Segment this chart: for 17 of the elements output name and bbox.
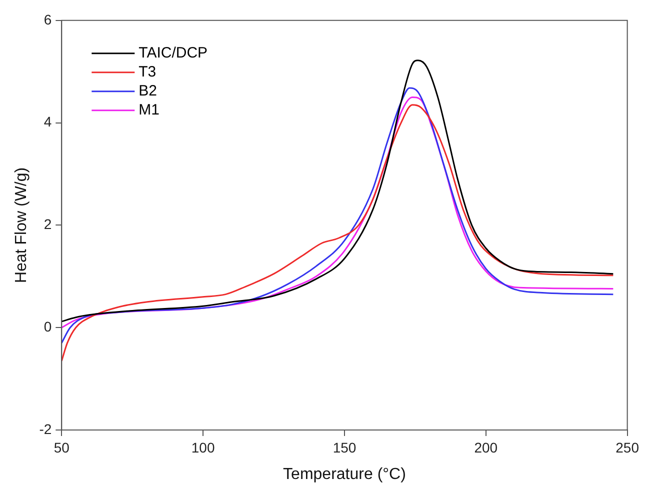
x-tick-label: 250 — [616, 439, 640, 456]
legend-label: M1 — [138, 102, 160, 119]
x-tick-label: 200 — [474, 439, 498, 456]
line-series — [62, 60, 614, 322]
y-tick-label: 0 — [44, 318, 52, 334]
y-tick-label: 4 — [44, 114, 52, 130]
x-tick-label: 50 — [54, 439, 70, 456]
x-tick-label: 100 — [191, 439, 215, 456]
legend-label: T3 — [138, 64, 156, 81]
x-axis-title: Temperature (°C) — [283, 466, 406, 483]
y-tick-label: 2 — [44, 216, 52, 232]
y-axis-title: Heat Flow (W/g) — [13, 167, 30, 283]
y-tick-label: 6 — [44, 11, 52, 28]
legend-label: B2 — [138, 82, 158, 100]
legend-label: TAIC/DCP — [138, 44, 208, 62]
x-tick-label: 150 — [332, 439, 356, 456]
y-tick-label: -2 — [39, 420, 52, 437]
